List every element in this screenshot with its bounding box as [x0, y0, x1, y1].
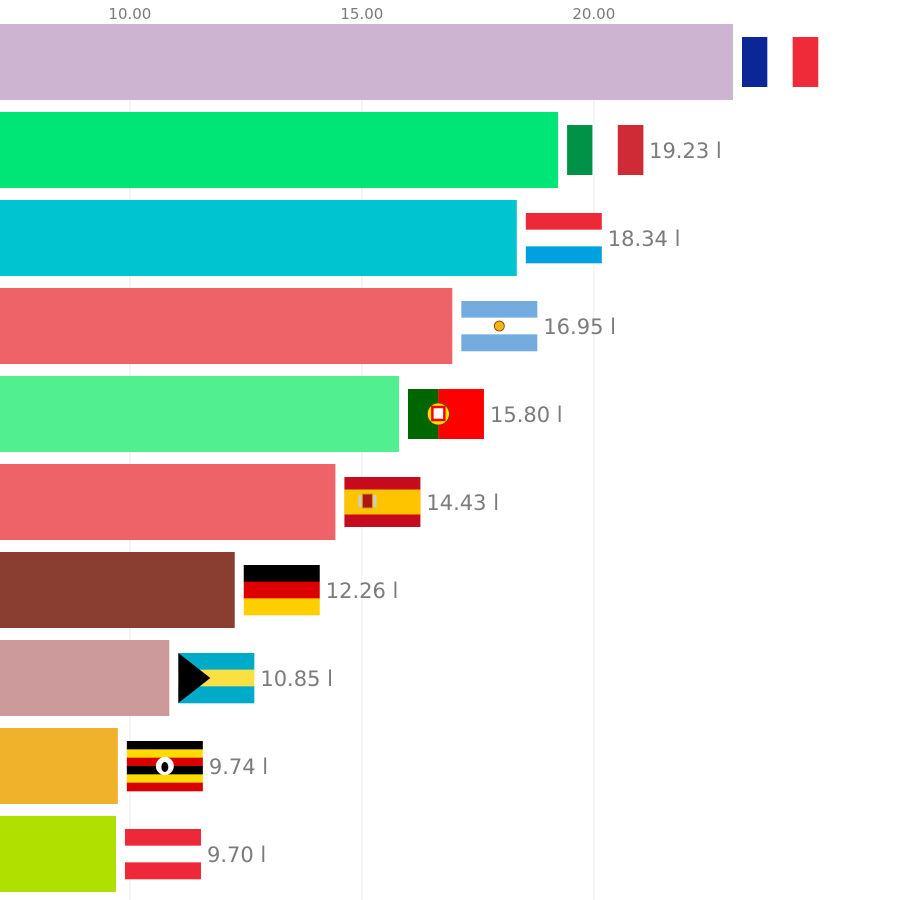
uganda-flag-icon — [126, 741, 203, 792]
bars — [0, 24, 733, 892]
bar — [0, 464, 336, 540]
x-tick-label: 20.00 — [572, 5, 615, 23]
x-tick-label: 10.00 — [108, 5, 151, 23]
bar — [0, 288, 453, 364]
argentina-flag-icon — [461, 301, 538, 352]
portugal-flag-icon — [407, 389, 484, 439]
value-label: 18.34 l — [608, 227, 681, 251]
value-label: 9.74 l — [209, 755, 268, 779]
germany-flag-icon — [243, 565, 320, 616]
bar — [0, 552, 235, 628]
value-label: 10.85 l — [260, 667, 333, 691]
value-label: 9.70 l — [207, 843, 266, 867]
bar — [0, 728, 118, 804]
austria-flag-icon — [124, 829, 201, 880]
x-tick-label: 15.00 — [340, 5, 383, 23]
bar — [0, 816, 116, 892]
value-label: 12.26 l — [326, 579, 399, 603]
spain-flag-icon — [344, 477, 421, 527]
bar — [0, 376, 399, 452]
value-label: 15.80 l — [490, 403, 563, 427]
bar — [0, 24, 733, 100]
bar — [0, 200, 517, 276]
value-label: 19.23 l — [649, 139, 722, 163]
france-flag-icon — [741, 37, 819, 87]
bar — [0, 640, 170, 716]
bar — [0, 112, 559, 188]
bahamas-flag-icon — [178, 653, 255, 704]
value-label: 16.95 l — [543, 315, 616, 339]
italy-flag-icon — [567, 125, 644, 175]
luxembourg-flag-icon — [525, 213, 602, 264]
value-label: 14.43 l — [426, 491, 499, 515]
